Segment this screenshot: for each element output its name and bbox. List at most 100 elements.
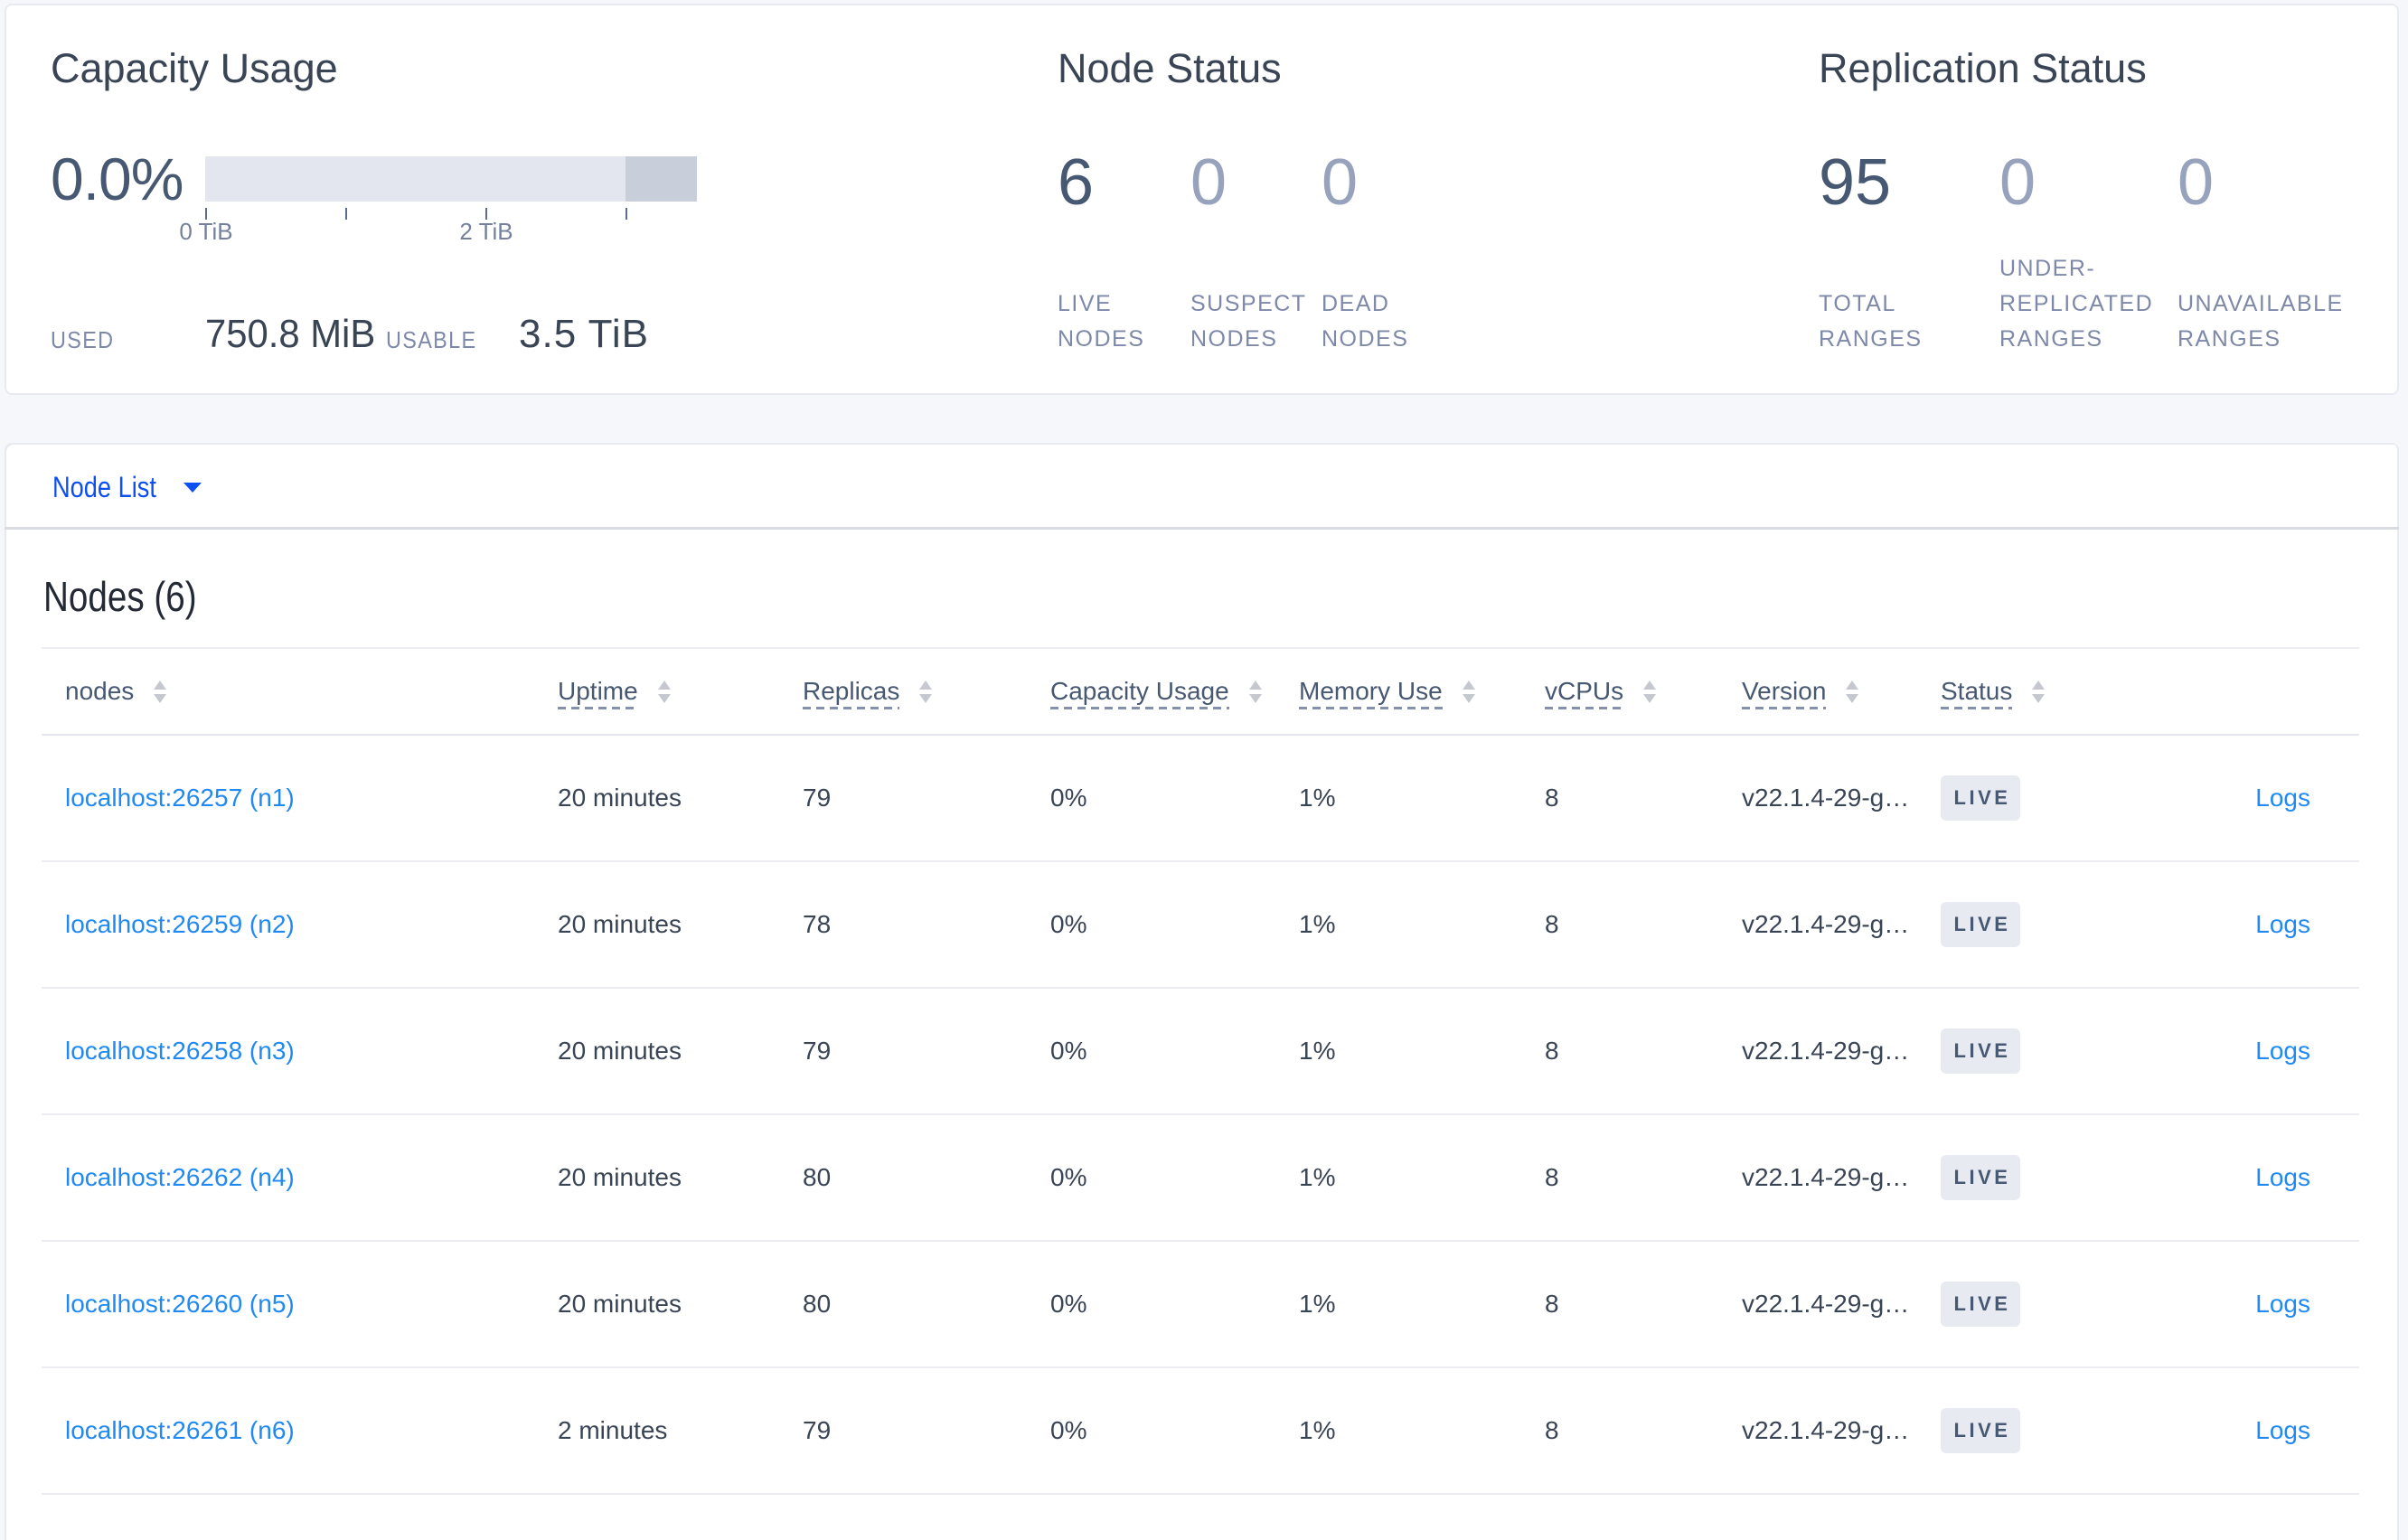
live-nodes-label: LIVE NODES [1058,291,1145,352]
logs-link[interactable]: Logs [2255,1290,2310,1318]
status-badge: LIVE [1941,1408,2020,1453]
replicas-cell: 79 [803,784,832,812]
column-header-vcpus[interactable]: vCPUs [1545,677,1742,709]
logs-link[interactable]: Logs [2255,910,2310,938]
capacity-usage-cell: 0% [1050,1416,1087,1444]
unavailable-ranges-value: 0 [2178,146,2215,219]
nodes-table-card: Nodes (6) nodes Uptime Replicas Capacity… [5,530,2399,1540]
uptime-cell: 2 minutes [558,1416,668,1444]
node-status-section: Node Status 6 LIVE NODES 0 SUSPECT NODES… [1058,4,1808,395]
node-link[interactable]: localhost:26257 (n1) [65,784,295,812]
vcpus-cell: 8 [1545,1037,1559,1065]
sort-icon[interactable] [919,680,933,703]
column-header-nodes[interactable]: nodes [65,677,558,706]
capacity-usage-cell: 0% [1050,1290,1087,1318]
version-cell: v22.1.4-29-g… [1742,1290,1910,1318]
column-header-replicas[interactable]: Replicas [803,677,1050,709]
total-ranges-label: TOTAL RANGES [1819,291,1923,352]
capacity-axis-tick [626,208,627,220]
usable-value: 3.5 TiB [519,312,649,356]
column-header-status[interactable]: Status [1941,677,2132,709]
node-link[interactable]: localhost:26260 (n5) [65,1290,295,1318]
node-row: localhost:26258 (n3) 20 minutes 79 0% 1%… [42,989,2359,1115]
status-badge: LIVE [1941,1282,2020,1327]
replicas-cell: 79 [803,1037,832,1065]
column-header-uptime[interactable]: Uptime [558,677,803,709]
sort-icon[interactable] [154,680,167,703]
capacity-used-percent: 0.0% [51,146,183,212]
vcpus-cell: 8 [1545,1290,1559,1318]
vcpus-cell: 8 [1545,784,1559,812]
uptime-cell: 20 minutes [558,1163,682,1191]
node-link[interactable]: localhost:26261 (n6) [65,1416,295,1444]
usable-label: USABLE [386,326,477,353]
node-row: localhost:26262 (n4) 20 minutes 80 0% 1%… [42,1115,2359,1242]
memory-use-cell: 1% [1299,910,1336,938]
node-link[interactable]: localhost:26259 (n2) [65,910,295,938]
suspect-nodes-value: 0 [1190,146,1228,219]
logs-link[interactable]: Logs [2255,1163,2310,1191]
memory-use-cell: 1% [1299,1416,1336,1444]
node-link[interactable]: localhost:26262 (n4) [65,1163,295,1191]
node-row: localhost:26261 (n6) 2 minutes 79 0% 1% … [42,1368,2359,1495]
memory-use-cell: 1% [1299,784,1336,812]
column-header-capacity-usage[interactable]: Capacity Usage [1050,677,1299,709]
version-cell: v22.1.4-29-g… [1742,910,1910,938]
cluster-summary-panel: Capacity Usage 0.0% 0 TiB 2 TiB USED 750… [5,4,2399,395]
capacity-bar-reserved-segment [626,156,697,202]
memory-use-cell: 1% [1299,1290,1336,1318]
status-badge: LIVE [1941,1028,2020,1074]
capacity-bar [205,156,697,202]
used-label: USED [51,326,115,353]
dead-nodes-value: 0 [1322,146,1359,219]
capacity-usage-cell: 0% [1050,1163,1087,1191]
capacity-usage-cell: 0% [1050,784,1087,812]
under-replicated-ranges-stat: 0 UNDER- REPLICATED RANGES [1999,4,2171,395]
sort-icon[interactable] [1248,680,1262,703]
sort-icon[interactable] [1846,680,1859,703]
chevron-down-icon[interactable] [183,483,202,493]
vcpus-cell: 8 [1545,1416,1559,1444]
status-badge: LIVE [1941,902,2020,947]
status-badge: LIVE [1941,775,2020,821]
node-list-dropdown[interactable]: Node List [52,471,156,503]
version-cell: v22.1.4-29-g… [1742,1037,1910,1065]
uptime-cell: 20 minutes [558,910,682,938]
capacity-usage-cell: 0% [1050,910,1087,938]
replicas-cell: 78 [803,910,832,938]
node-row: localhost:26259 (n2) 20 minutes 78 0% 1%… [42,862,2359,989]
nodes-table: nodes Uptime Replicas Capacity Usage Mem… [42,647,2359,1495]
vcpus-cell: 8 [1545,910,1559,938]
replication-status-title: Replication Status [1819,45,2147,91]
column-header-version[interactable]: Version [1742,677,1941,709]
uptime-cell: 20 minutes [558,1290,682,1318]
vcpus-cell: 8 [1545,1163,1559,1191]
column-header-memory-use[interactable]: Memory Use [1299,677,1545,709]
node-link[interactable]: localhost:26258 (n3) [65,1037,295,1065]
capacity-axis-label-zero: 0 TiB [179,218,233,245]
node-row: localhost:26257 (n1) 20 minutes 79 0% 1%… [42,736,2359,862]
capacity-usage-title: Capacity Usage [51,45,338,91]
logs-link[interactable]: Logs [2255,1037,2310,1065]
replication-status-section: Replication Status 95 TOTAL RANGES 0 UND… [1819,4,2397,395]
version-cell: v22.1.4-29-g… [1742,784,1910,812]
logs-link[interactable]: Logs [2255,784,2310,812]
replicas-cell: 80 [803,1290,832,1318]
suspect-nodes-stat: 0 SUSPECT NODES [1190,4,1322,395]
sort-icon[interactable] [1643,680,1657,703]
sort-icon[interactable] [1462,680,1475,703]
node-row: localhost:26260 (n5) 20 minutes 80 0% 1%… [42,1242,2359,1368]
used-value: 750.8 MiB [205,312,376,356]
logs-link[interactable]: Logs [2255,1416,2310,1444]
capacity-axis-tick [485,208,487,220]
dead-nodes-label: DEAD NODES [1322,291,1409,352]
memory-use-cell: 1% [1299,1037,1336,1065]
node-status-title: Node Status [1058,45,1282,91]
total-ranges-value: 95 [1819,146,1892,219]
unavailable-ranges-label: UNAVAILABLE RANGES [2178,291,2344,352]
capacity-axis-label-two: 2 TiB [459,218,513,245]
sort-icon[interactable] [2032,680,2046,703]
sort-icon[interactable] [657,680,671,703]
capacity-usage-section: Capacity Usage 0.0% 0 TiB 2 TiB USED 750… [51,4,1045,395]
